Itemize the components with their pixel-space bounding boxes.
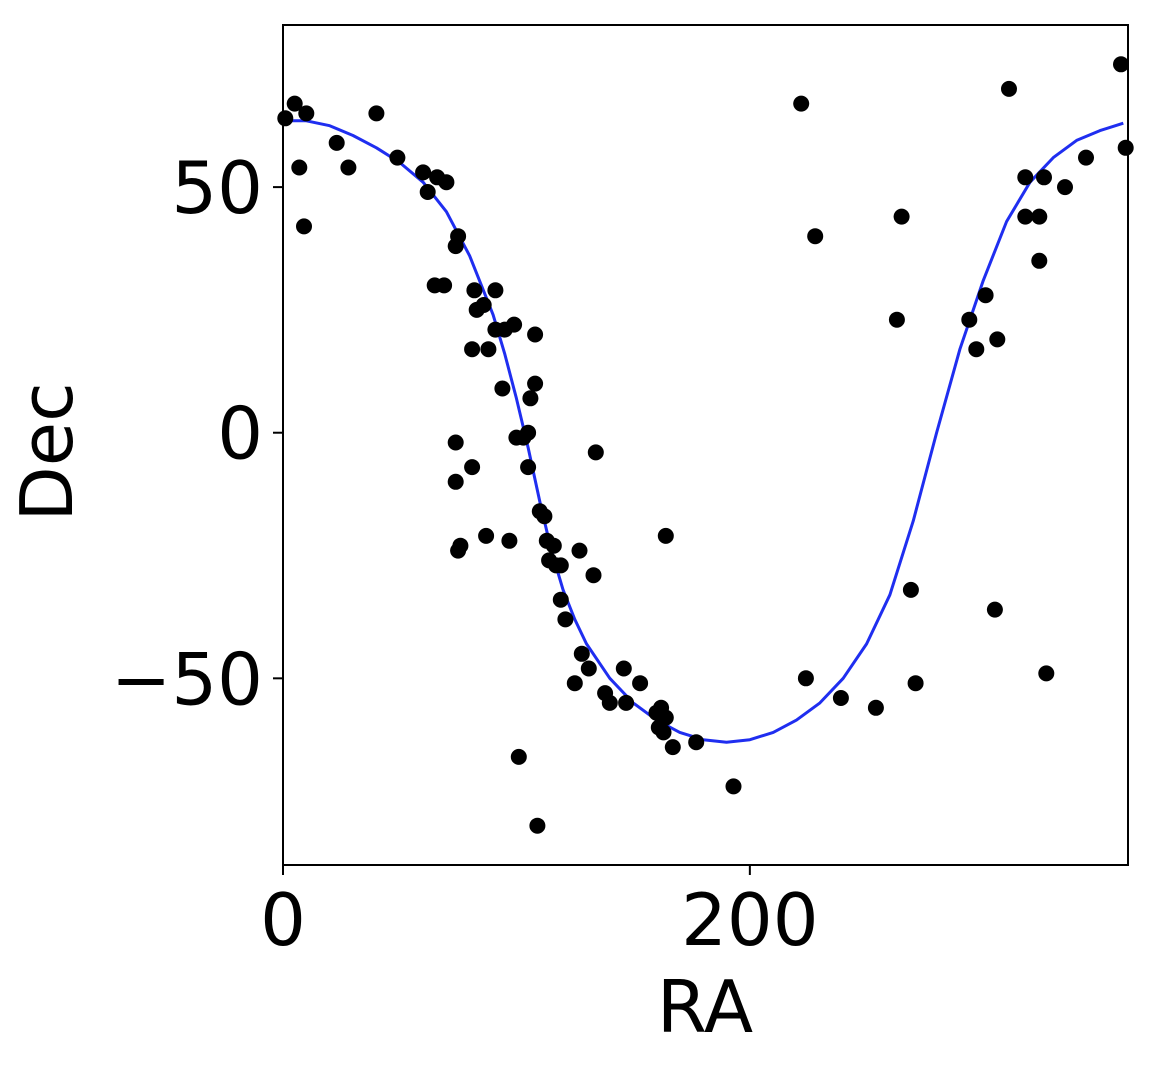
data-point bbox=[475, 297, 492, 313]
data-point bbox=[1113, 56, 1129, 73]
y-axis-label: Dec bbox=[5, 382, 89, 521]
data-point bbox=[632, 675, 649, 692]
data-point bbox=[340, 159, 357, 176]
data-point bbox=[1038, 665, 1055, 682]
data-point bbox=[501, 532, 518, 549]
data-point bbox=[961, 311, 978, 328]
data-point bbox=[573, 645, 590, 662]
data-point bbox=[389, 149, 406, 166]
y-tick-label: −50 bbox=[111, 637, 263, 721]
data-point bbox=[478, 527, 495, 544]
data-point bbox=[1036, 169, 1052, 186]
data-point bbox=[527, 326, 544, 343]
data-point bbox=[447, 434, 464, 451]
data-points-layer bbox=[277, 56, 1134, 834]
data-point bbox=[571, 542, 588, 559]
data-point bbox=[536, 508, 553, 525]
x-tick-label: 0 bbox=[260, 878, 306, 962]
data-point bbox=[487, 282, 504, 299]
fit-curve bbox=[283, 119, 1124, 744]
data-point bbox=[328, 134, 345, 151]
x-axis-label: RA bbox=[657, 965, 753, 1049]
data-point bbox=[480, 341, 497, 358]
data-point bbox=[688, 734, 705, 751]
data-point bbox=[793, 95, 810, 112]
data-point bbox=[520, 459, 537, 476]
data-point bbox=[296, 218, 312, 235]
fit-curve-layer bbox=[283, 119, 1124, 744]
data-point bbox=[580, 660, 597, 677]
data-point bbox=[529, 817, 546, 834]
data-point bbox=[587, 444, 604, 461]
data-point bbox=[464, 459, 481, 476]
plot-frame bbox=[282, 24, 1129, 866]
data-point bbox=[657, 709, 674, 726]
data-point bbox=[725, 778, 742, 795]
data-point bbox=[438, 174, 455, 191]
y-tick-label: 0 bbox=[217, 392, 263, 476]
data-point bbox=[618, 694, 635, 711]
data-point bbox=[797, 670, 814, 687]
data-point bbox=[466, 282, 483, 299]
data-point bbox=[545, 537, 562, 554]
data-point bbox=[415, 164, 432, 181]
data-point bbox=[664, 739, 681, 756]
data-point bbox=[601, 694, 618, 711]
data-point bbox=[585, 567, 602, 584]
data-point bbox=[907, 675, 924, 692]
data-point bbox=[286, 95, 303, 112]
data-point bbox=[510, 748, 527, 765]
data-point bbox=[552, 557, 569, 574]
data-point bbox=[557, 611, 574, 628]
data-point bbox=[527, 375, 544, 392]
data-point bbox=[566, 675, 583, 692]
data-point bbox=[552, 591, 569, 608]
data-point bbox=[655, 724, 672, 741]
data-point bbox=[893, 208, 910, 225]
data-point bbox=[520, 424, 537, 441]
data-point bbox=[867, 699, 884, 716]
data-point bbox=[447, 473, 464, 490]
data-point bbox=[419, 184, 436, 200]
data-point bbox=[436, 277, 453, 294]
data-point bbox=[888, 311, 905, 328]
data-point bbox=[277, 110, 294, 127]
data-point bbox=[1078, 149, 1094, 166]
x-tick-label: 200 bbox=[681, 878, 818, 962]
data-point bbox=[450, 228, 467, 245]
data-point bbox=[1017, 169, 1034, 186]
data-point bbox=[902, 581, 919, 598]
data-point bbox=[832, 690, 849, 706]
y-tick-label: 50 bbox=[171, 146, 263, 230]
data-point bbox=[452, 537, 469, 554]
data-point bbox=[986, 601, 1003, 618]
data-point bbox=[1117, 139, 1134, 156]
ticks-layer: 0 200 50 0 −50 bbox=[111, 146, 819, 962]
data-point bbox=[977, 287, 994, 304]
data-point bbox=[615, 660, 632, 677]
data-point bbox=[298, 105, 315, 122]
data-point bbox=[1001, 80, 1017, 97]
data-point bbox=[494, 380, 511, 397]
data-point bbox=[506, 316, 523, 333]
data-point bbox=[368, 105, 385, 122]
data-point bbox=[807, 228, 824, 245]
data-point bbox=[1031, 208, 1048, 225]
data-point bbox=[464, 341, 481, 358]
data-point bbox=[989, 331, 1006, 348]
data-point bbox=[657, 527, 674, 544]
data-point bbox=[1057, 179, 1073, 196]
data-point bbox=[968, 341, 985, 358]
data-point bbox=[291, 159, 308, 176]
data-point bbox=[522, 390, 539, 407]
data-point bbox=[1017, 208, 1034, 225]
data-point bbox=[1031, 252, 1048, 269]
